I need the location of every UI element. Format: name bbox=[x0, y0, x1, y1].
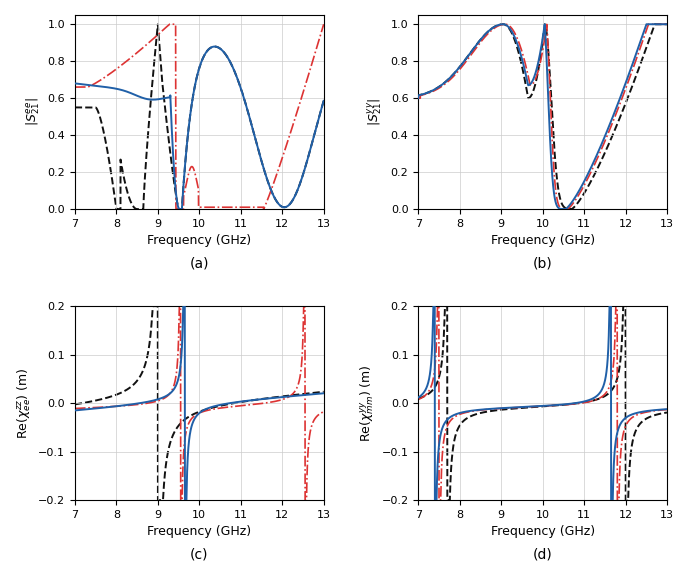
Text: (d): (d) bbox=[533, 547, 553, 562]
X-axis label: Frequency (GHz): Frequency (GHz) bbox=[491, 234, 595, 247]
X-axis label: Frequency (GHz): Frequency (GHz) bbox=[147, 234, 251, 247]
X-axis label: Frequency (GHz): Frequency (GHz) bbox=[491, 526, 595, 538]
Text: (b): (b) bbox=[533, 256, 553, 270]
Y-axis label: $|S_{21}^{ee}|$: $|S_{21}^{ee}|$ bbox=[24, 98, 42, 126]
Y-axis label: $\mathrm{Re}(\chi_{mm}^{yy})$ (m): $\mathrm{Re}(\chi_{mm}^{yy})$ (m) bbox=[358, 364, 376, 442]
Y-axis label: $|S_{21}^{yy}|$: $|S_{21}^{yy}|$ bbox=[366, 98, 385, 126]
Y-axis label: $\mathrm{Re}(\chi_{ee}^{zz})$ (m): $\mathrm{Re}(\chi_{ee}^{zz})$ (m) bbox=[15, 368, 32, 439]
X-axis label: Frequency (GHz): Frequency (GHz) bbox=[147, 526, 251, 538]
Text: (c): (c) bbox=[190, 547, 209, 562]
Text: (a): (a) bbox=[189, 256, 209, 270]
